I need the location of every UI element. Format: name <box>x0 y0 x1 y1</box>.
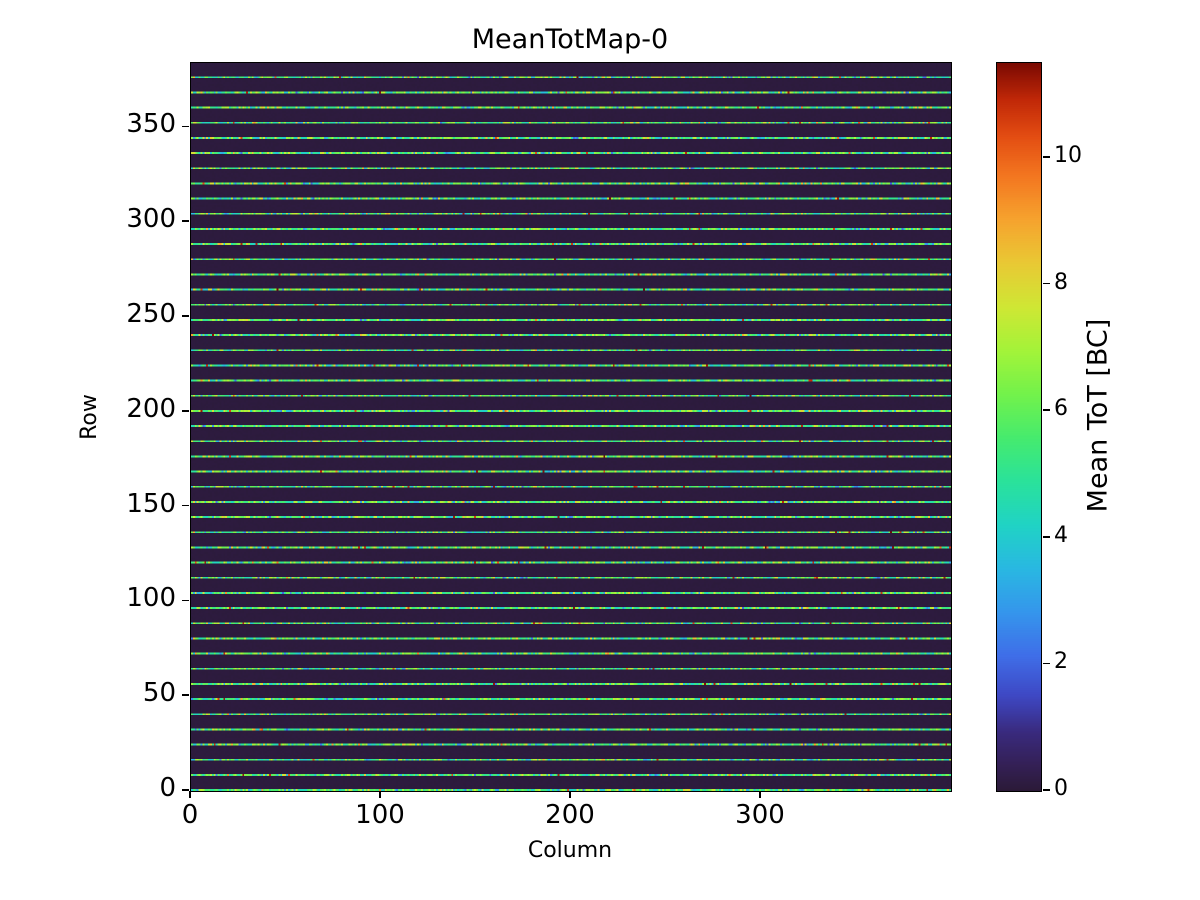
y-tick-mark <box>182 694 189 696</box>
x-tick-mark <box>379 791 381 798</box>
colorbar-tick-mark <box>1043 662 1050 665</box>
y-tick-mark <box>182 789 189 791</box>
colorbar-tick-label: 8 <box>1054 269 1068 295</box>
heatmap-axes <box>190 62 952 792</box>
colorbar-tick-mark <box>1043 535 1050 538</box>
colorbar-tick-mark <box>1043 409 1050 411</box>
y-tick-mark <box>182 504 189 507</box>
colorbar-tick-label: 0 <box>1054 776 1068 801</box>
y-tick-label: 0 <box>159 773 176 803</box>
y-tick-mark <box>182 599 189 602</box>
x-tick-mark <box>189 791 191 798</box>
colorbar-tick-label: 10 <box>1054 142 1082 168</box>
y-tick-mark <box>182 410 189 412</box>
y-tick-label: 150 <box>126 488 176 519</box>
colorbar-label: Mean ToT [BC] <box>1082 318 1114 513</box>
y-tick-label: 300 <box>126 204 176 235</box>
y-tick-mark <box>182 220 189 223</box>
y-axis-label: Row <box>77 394 102 440</box>
colorbar-tick-mark <box>1043 282 1050 285</box>
page-title: MeanTotMap-0 <box>471 24 669 55</box>
y-tick-label: 100 <box>126 583 176 614</box>
y-tick-mark <box>182 125 189 128</box>
x-axis-label: Column <box>527 838 613 863</box>
y-tick-mark <box>182 315 189 317</box>
colorbar-tick-mark <box>1043 156 1050 158</box>
x-tick-mark <box>569 791 571 798</box>
heatmap-image <box>191 63 951 791</box>
colorbar-tick-label: 6 <box>1054 396 1068 422</box>
y-tick-label: 50 <box>142 678 176 709</box>
colorbar-gradient <box>997 63 1041 791</box>
y-tick-label: 200 <box>126 393 176 424</box>
y-tick-label: 350 <box>126 109 176 140</box>
colorbar-tick-label: 4 <box>1054 522 1068 548</box>
x-tick-label: 300 <box>735 800 785 830</box>
x-tick-label: 0 <box>181 800 199 830</box>
colorbar <box>996 62 1042 792</box>
x-tick-mark <box>759 791 761 798</box>
x-tick-label: 100 <box>355 800 405 830</box>
y-tick-label: 250 <box>126 299 176 330</box>
x-tick-label: 200 <box>545 800 595 830</box>
colorbar-tick-mark <box>1043 789 1050 791</box>
colorbar-tick-label: 2 <box>1054 649 1068 675</box>
